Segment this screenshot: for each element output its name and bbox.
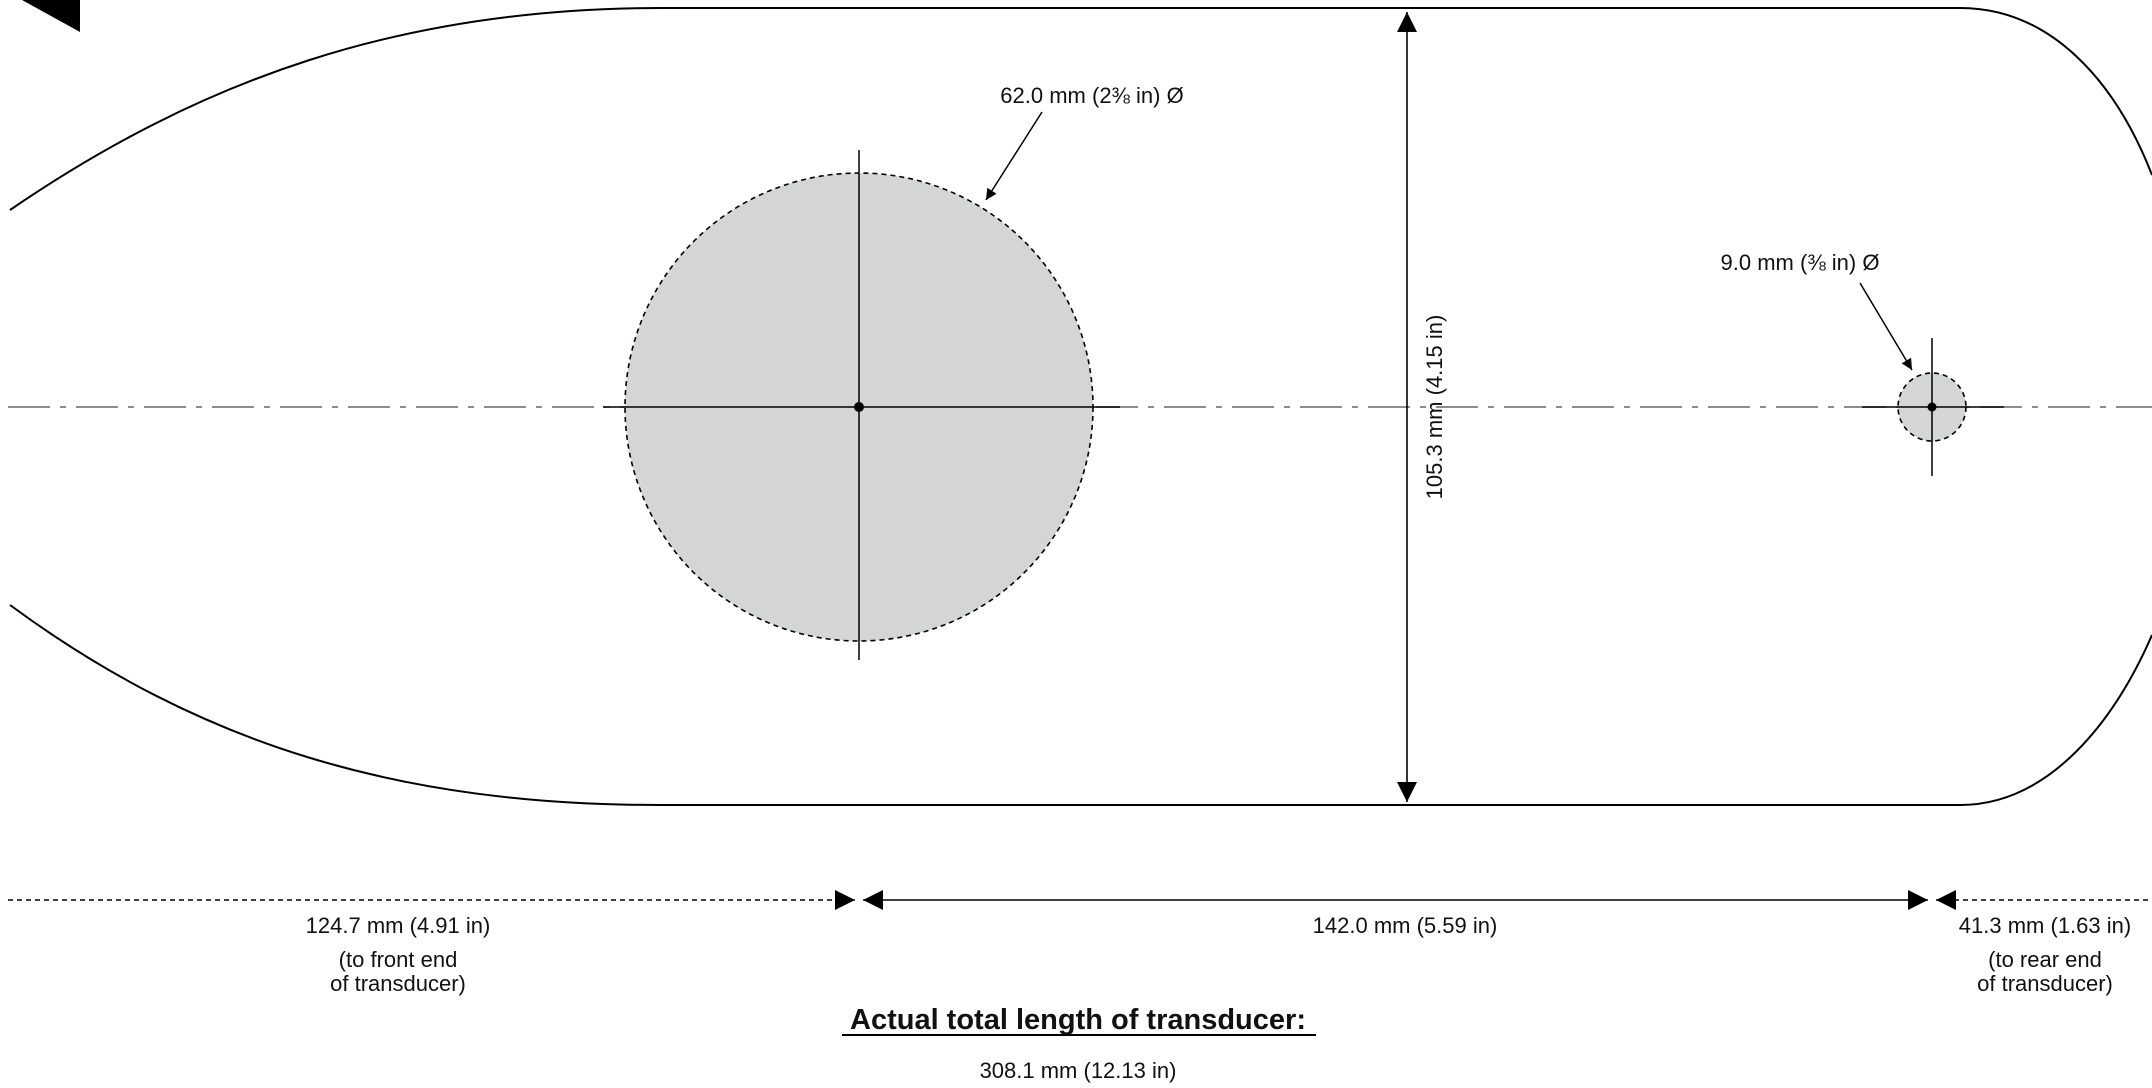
small-hole-label: 9.0 mm (⅜ in) Ø: [1721, 250, 1880, 275]
front-dimension-note-line2: of transducer): [330, 971, 466, 996]
front-dimension-note-line1: (to front end: [339, 947, 458, 972]
small-hole-center-point: [1927, 402, 1937, 412]
width-dimension-label: 105.3 mm (4.15 in): [1422, 315, 1447, 500]
transducer-outline: [9, 7, 2152, 806]
large-hole-center-point: [854, 402, 864, 412]
small-hole-leader: [1859, 282, 1913, 371]
center-dimension-label: 142.0 mm (5.59 in): [1313, 913, 1498, 938]
corner-mark-triangle: [22, 0, 80, 32]
total-length-heading: Actual total length of transducer:: [850, 1004, 1306, 1036]
rear-dimension-note-line1: (to rear end: [1988, 947, 2102, 972]
front-dimension-label: 124.7 mm (4.91 in): [306, 913, 491, 938]
total-length-value: 308.1 mm (12.13 in): [980, 1058, 1177, 1083]
large-hole-label: 62.0 mm (2⅜ in) Ø: [1000, 83, 1183, 108]
rear-dimension-label: 41.3 mm (1.63 in): [1959, 913, 2131, 938]
rear-dimension-note-line2: of transducer): [1977, 971, 2113, 996]
large-hole-leader: [985, 111, 1043, 201]
